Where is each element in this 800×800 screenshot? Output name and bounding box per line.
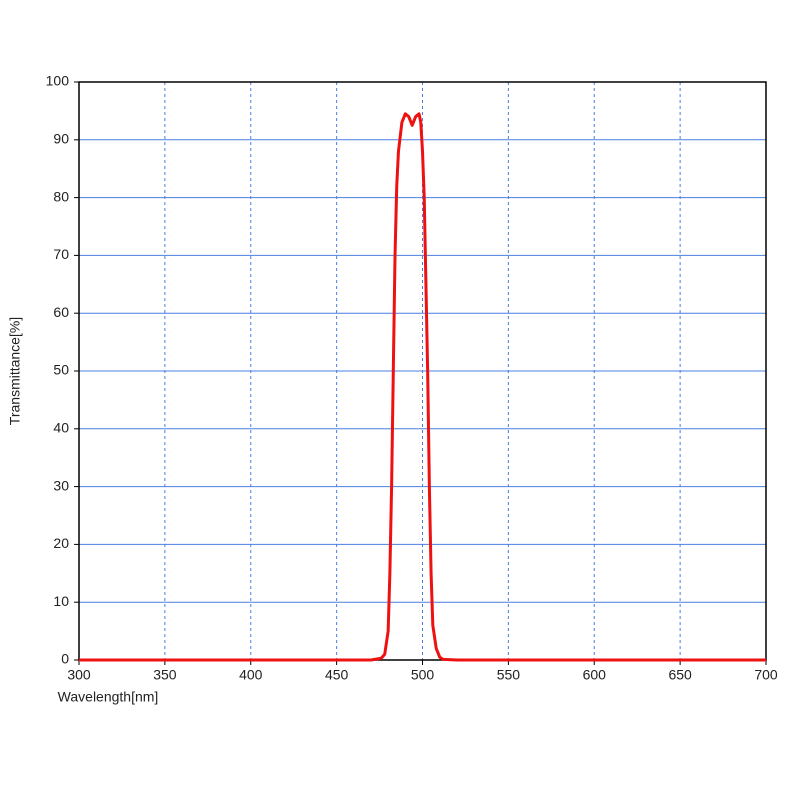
x-tick-label: 400	[239, 667, 263, 683]
y-tick-label: 40	[53, 420, 69, 436]
x-tick-label: 450	[325, 667, 349, 683]
y-tick-label: 10	[53, 593, 69, 609]
y-tick-label: 80	[53, 188, 69, 204]
y-tick-label: 0	[61, 651, 69, 667]
y-tick-label: 60	[53, 304, 69, 320]
x-tick-label: 350	[153, 667, 177, 683]
x-tick-label: 300	[67, 667, 91, 683]
y-tick-label: 90	[53, 131, 69, 147]
y-tick-label: 30	[53, 477, 69, 493]
x-axis-label: Wavelength[nm]	[58, 689, 159, 705]
y-axis-label: Transmittance[%]	[7, 317, 23, 425]
x-tick-label: 700	[754, 667, 778, 683]
x-tick-label: 650	[668, 667, 692, 683]
plot-frame	[78, 81, 767, 661]
data-line	[79, 112, 766, 662]
y-tick-label: 70	[53, 246, 69, 262]
x-tick-label: 500	[411, 667, 435, 683]
y-tick-label: 50	[53, 362, 69, 378]
y-tick-label: 20	[53, 535, 69, 551]
y-tick-label: 100	[46, 73, 70, 89]
x-tick-label: 600	[583, 667, 607, 683]
x-tick-label: 550	[497, 667, 521, 683]
